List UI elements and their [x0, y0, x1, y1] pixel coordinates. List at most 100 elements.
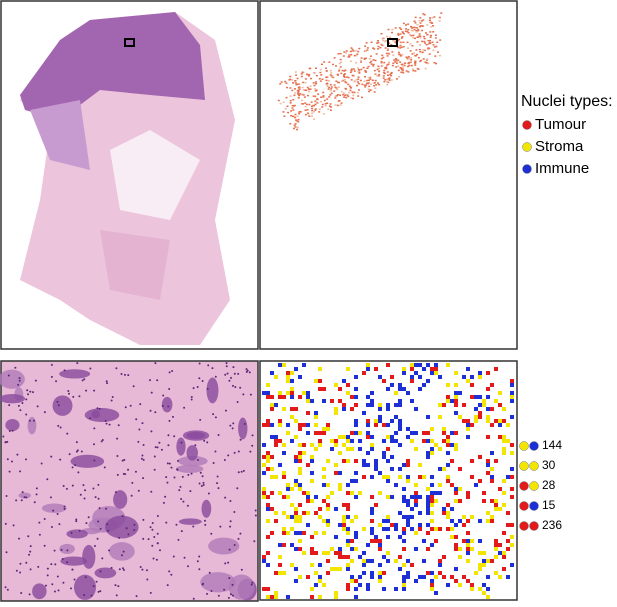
nucleus-pixel	[486, 395, 490, 399]
nucleus-pixel	[310, 459, 314, 463]
nucleus	[19, 470, 22, 473]
nucleus	[15, 569, 18, 572]
nucleus-dot	[417, 56, 420, 59]
nucleus	[95, 580, 98, 583]
zoom-map	[259, 360, 518, 601]
nucleus-dot	[348, 55, 351, 58]
nucleus-dot	[394, 27, 397, 29]
nucleus-pixel	[486, 463, 490, 467]
nucleus-pixel	[286, 391, 290, 395]
nucleus-pixel	[494, 539, 498, 543]
nucleus-pixel	[454, 431, 458, 435]
nucleus-dot	[429, 17, 432, 19]
nucleus-dot	[292, 105, 295, 107]
nucleus-pixel	[322, 467, 326, 471]
nucleus-pixel	[414, 491, 418, 495]
nucleus-dot	[324, 103, 327, 105]
nucleus-pixel	[362, 559, 366, 563]
nucleus-pixel	[406, 559, 410, 563]
nucleus-pixel	[498, 423, 502, 427]
nucleus	[183, 406, 186, 409]
nucleus-pixel	[262, 491, 266, 495]
nucleus	[11, 429, 14, 432]
nucleus-pixel	[266, 459, 270, 463]
nucleus-pixel	[454, 395, 458, 399]
nucleus-pixel	[314, 431, 318, 435]
nucleus-dot	[334, 97, 337, 99]
nucleus	[249, 393, 252, 396]
nucleus	[237, 471, 240, 474]
nucleus-pixel	[334, 439, 338, 443]
nucleus-pixel	[414, 503, 418, 507]
nucleus	[237, 450, 240, 453]
nucleus-pixel	[270, 455, 274, 459]
nucleus	[149, 379, 152, 382]
nucleus-pixel	[350, 547, 354, 551]
nucleus-pixel	[262, 555, 266, 559]
nucleus-dot	[350, 68, 353, 70]
nucleus-pixel	[446, 399, 450, 403]
nucleus-pixel	[326, 551, 330, 555]
nucleus-dot	[400, 37, 403, 39]
nucleus-pixel	[490, 479, 494, 483]
nucleus	[81, 379, 84, 382]
nucleus-dot	[354, 50, 357, 52]
nucleus-dot	[297, 83, 300, 85]
nucleus-dot	[421, 25, 424, 27]
gland	[177, 456, 208, 467]
nucleus-pixel	[278, 439, 282, 443]
nucleus	[196, 385, 199, 388]
nucleus-dot	[387, 63, 390, 66]
nucleus	[162, 394, 165, 397]
nucleus-pixel	[370, 519, 374, 523]
nucleus-dot	[297, 92, 300, 94]
nucleus-dot	[369, 61, 372, 64]
nucleus-pixel	[434, 443, 438, 447]
nucleus-pixel	[370, 539, 374, 543]
nucleus-pixel	[474, 571, 478, 575]
nucleus	[199, 418, 202, 421]
nucleus-dot	[405, 70, 408, 72]
nucleus-dot	[294, 126, 297, 128]
nucleus-pixel	[494, 399, 498, 403]
nucleus-dot	[401, 63, 404, 66]
nucleus-pixel	[466, 539, 470, 543]
nucleus-pixel	[406, 427, 410, 431]
nucleus-pixel	[374, 367, 378, 371]
nucleus-dot	[325, 76, 328, 79]
nucleus-dot	[301, 99, 304, 102]
nucleus	[107, 529, 110, 532]
nucleus	[75, 518, 78, 521]
nucleus-dot	[372, 82, 375, 84]
nucleus-pixel	[430, 499, 434, 503]
nucleus-dot	[419, 22, 422, 24]
nucleus-pixel	[294, 483, 298, 487]
pair-marker	[519, 481, 529, 491]
nucleus-pixel	[266, 535, 270, 539]
nucleus-pixel	[458, 415, 462, 419]
nucleus-dot	[343, 73, 346, 75]
nucleus	[134, 470, 137, 473]
nucleus-dot	[343, 79, 346, 81]
nucleus-dot	[378, 83, 381, 86]
nucleus-dot	[308, 90, 311, 93]
nucleus-pixel	[454, 579, 458, 583]
nucleus-pixel	[498, 543, 502, 547]
nucleus-dot	[432, 44, 435, 46]
nucleus-pixel	[314, 415, 318, 419]
nucleus	[242, 393, 245, 396]
nucleus-pixel	[354, 579, 358, 583]
nucleus	[168, 387, 171, 390]
nucleus-dot	[295, 74, 298, 76]
nucleus-pixel	[446, 383, 450, 387]
nucleus-pixel	[366, 363, 370, 367]
nucleus	[180, 441, 183, 444]
nucleus-dot	[306, 112, 309, 114]
nucleus-dot	[347, 76, 350, 79]
nucleus	[85, 522, 88, 525]
nucleus	[32, 419, 35, 422]
nucleus-dot	[304, 113, 307, 116]
nucleus-pixel	[466, 519, 470, 523]
nucleus-dot	[416, 36, 419, 38]
nucleus	[37, 565, 40, 568]
